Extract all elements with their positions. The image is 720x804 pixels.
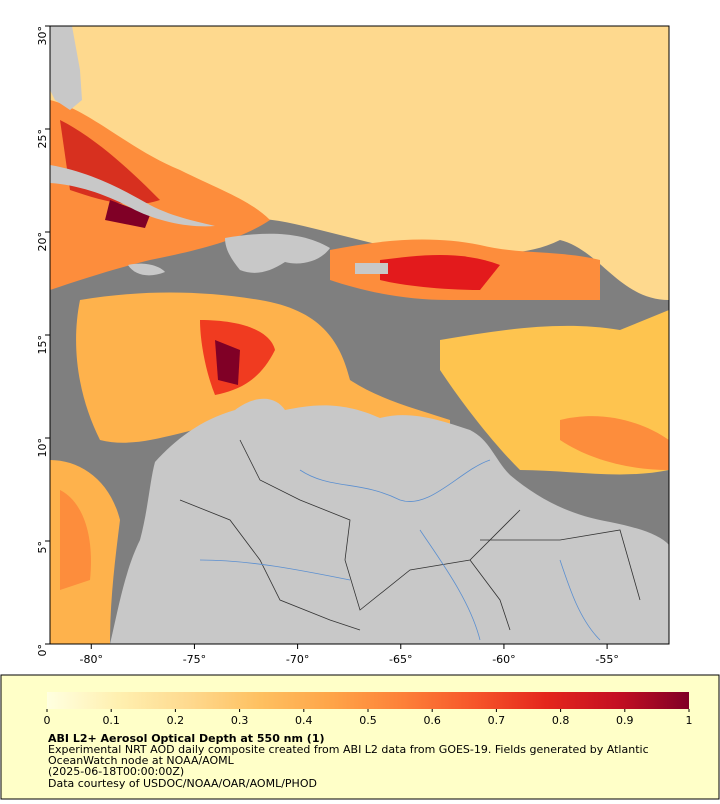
- y-tick-label: 5°: [36, 541, 49, 554]
- colorbar-tick-label: 0.5: [359, 714, 377, 727]
- land: [50, 165, 215, 227]
- map-image: [50, 26, 669, 644]
- colorbar-tick-label: 0.8: [552, 714, 570, 727]
- land: [355, 263, 388, 274]
- aod-field: [105, 200, 150, 228]
- y-tick-label: 25°: [36, 129, 49, 149]
- x-tick-label: -65°: [389, 653, 412, 666]
- y-tick-label: 30°: [36, 26, 49, 46]
- colorbar-tick-label: 0.1: [102, 714, 120, 727]
- y-tick-label: 20°: [36, 232, 49, 252]
- y-tick-label: 15°: [36, 335, 49, 355]
- rivers: [199, 459, 601, 641]
- borders: [179, 439, 641, 631]
- colorbar-ramp: [47, 692, 689, 709]
- y-tick-label: 10°: [36, 438, 49, 458]
- caption-title: ABI L2+ Aerosol Optical Depth at 550 nm …: [48, 732, 325, 745]
- aod-field: [60, 490, 91, 590]
- land: [50, 26, 82, 110]
- x-tick-label: -70°: [286, 653, 309, 666]
- aod-field: [50, 100, 270, 290]
- x-tick-label: -75°: [183, 653, 206, 666]
- aod-field: [560, 416, 669, 470]
- aod-field: [215, 340, 240, 385]
- colorbar-tick-label: 0.7: [488, 714, 506, 727]
- colorbar: 0 0.1 0.2 0.3 0.4 0.5 0.6 0.7 0.8 0.9 1: [44, 692, 693, 727]
- land: [225, 233, 330, 273]
- y-tick-label: 0°: [36, 644, 49, 657]
- caption-line: (2025-06-18T00:00:00Z): [48, 765, 184, 778]
- axes: -80° -75° -70° -65° -60° -55° 0° 5° 10° 15° 20° 25°…: [36, 25, 619, 666]
- caption-line: Experimental NRT AOD daily composite cre…: [48, 743, 649, 756]
- land: [128, 263, 165, 276]
- x-tick-label: -60°: [492, 653, 515, 666]
- colorbar-tick-label: 0.9: [616, 714, 634, 727]
- x-tick-label: -80°: [80, 653, 103, 666]
- colorbar-tick-label: 1: [686, 714, 693, 727]
- colorbar-tick-label: 0.4: [295, 714, 313, 727]
- caption-line: OceanWatch node at NOAA/AOML: [48, 754, 235, 767]
- colorbar-tick-label: 0: [44, 714, 51, 727]
- caption-line: Data courtesy of USDOC/NOAA/OAR/AOML/PHO…: [48, 777, 317, 790]
- colorbar-tick-label: 0.2: [167, 714, 185, 727]
- aod-field: [50, 26, 669, 300]
- colorbar-tick-label: 0.3: [231, 714, 249, 727]
- x-tick-label: -55°: [595, 653, 618, 666]
- colorbar-tick-label: 0.6: [423, 714, 441, 727]
- aod-field: [380, 255, 500, 290]
